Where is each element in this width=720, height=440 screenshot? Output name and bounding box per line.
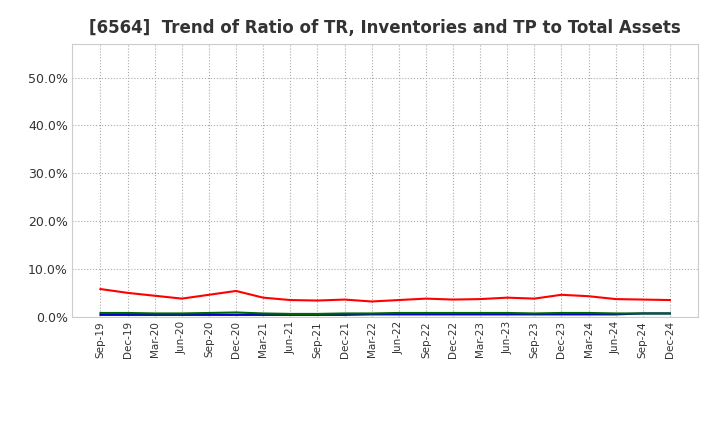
Inventories [449, 312, 457, 317]
Trade Receivables [611, 297, 620, 302]
Trade Payables [204, 310, 213, 315]
Trade Payables [286, 311, 294, 316]
Inventories [259, 312, 268, 318]
Inventories [584, 312, 593, 317]
Inventories [341, 312, 349, 318]
Trade Payables [557, 310, 566, 315]
Trade Receivables [639, 297, 647, 302]
Trade Payables [421, 310, 430, 315]
Inventories [639, 311, 647, 316]
Inventories [150, 312, 159, 318]
Trade Payables [530, 311, 539, 316]
Trade Receivables [259, 295, 268, 300]
Line: Trade Payables: Trade Payables [101, 312, 670, 314]
Trade Payables [259, 311, 268, 316]
Trade Payables [611, 311, 620, 316]
Trade Receivables [341, 297, 349, 302]
Trade Receivables [286, 297, 294, 303]
Trade Payables [639, 311, 647, 316]
Inventories [476, 312, 485, 317]
Inventories [611, 312, 620, 317]
Trade Payables [123, 310, 132, 315]
Trade Receivables [503, 295, 511, 300]
Inventories [232, 312, 240, 318]
Inventories [313, 312, 322, 318]
Trade Receivables [557, 292, 566, 297]
Trade Receivables [96, 286, 105, 292]
Trade Payables [395, 310, 403, 315]
Inventories [123, 312, 132, 318]
Trade Payables [584, 310, 593, 315]
Trade Payables [232, 310, 240, 315]
Inventories [367, 312, 376, 317]
Trade Receivables [449, 297, 457, 302]
Trade Payables [341, 311, 349, 316]
Legend: Trade Receivables, Inventories, Trade Payables: Trade Receivables, Inventories, Trade Pa… [161, 438, 610, 440]
Inventories [178, 312, 186, 318]
Inventories [395, 312, 403, 317]
Inventories [503, 312, 511, 317]
Trade Payables [367, 311, 376, 316]
Trade Receivables [530, 296, 539, 301]
Inventories [286, 312, 294, 318]
Trade Receivables [395, 297, 403, 303]
Trade Payables [503, 310, 511, 315]
Trade Payables [96, 310, 105, 315]
Trade Receivables [123, 290, 132, 296]
Trade Receivables [232, 288, 240, 293]
Trade Receivables [476, 297, 485, 302]
Trade Payables [150, 311, 159, 316]
Inventories [204, 312, 213, 318]
Trade Payables [665, 311, 674, 316]
Trade Receivables [367, 299, 376, 304]
Inventories [96, 312, 105, 318]
Inventories [530, 312, 539, 317]
Trade Receivables [204, 292, 213, 297]
Title: [6564]  Trend of Ratio of TR, Inventories and TP to Total Assets: [6564] Trend of Ratio of TR, Inventories… [89, 19, 681, 37]
Inventories [421, 312, 430, 317]
Trade Payables [449, 310, 457, 315]
Trade Receivables [178, 296, 186, 301]
Trade Receivables [584, 293, 593, 299]
Inventories [557, 312, 566, 317]
Trade Payables [476, 310, 485, 315]
Trade Payables [313, 311, 322, 316]
Trade Receivables [421, 296, 430, 301]
Inventories [665, 311, 674, 316]
Trade Receivables [665, 297, 674, 303]
Line: Inventories: Inventories [101, 313, 670, 315]
Trade Receivables [313, 298, 322, 303]
Trade Receivables [150, 293, 159, 298]
Line: Trade Receivables: Trade Receivables [101, 289, 670, 301]
Trade Payables [178, 311, 186, 316]
